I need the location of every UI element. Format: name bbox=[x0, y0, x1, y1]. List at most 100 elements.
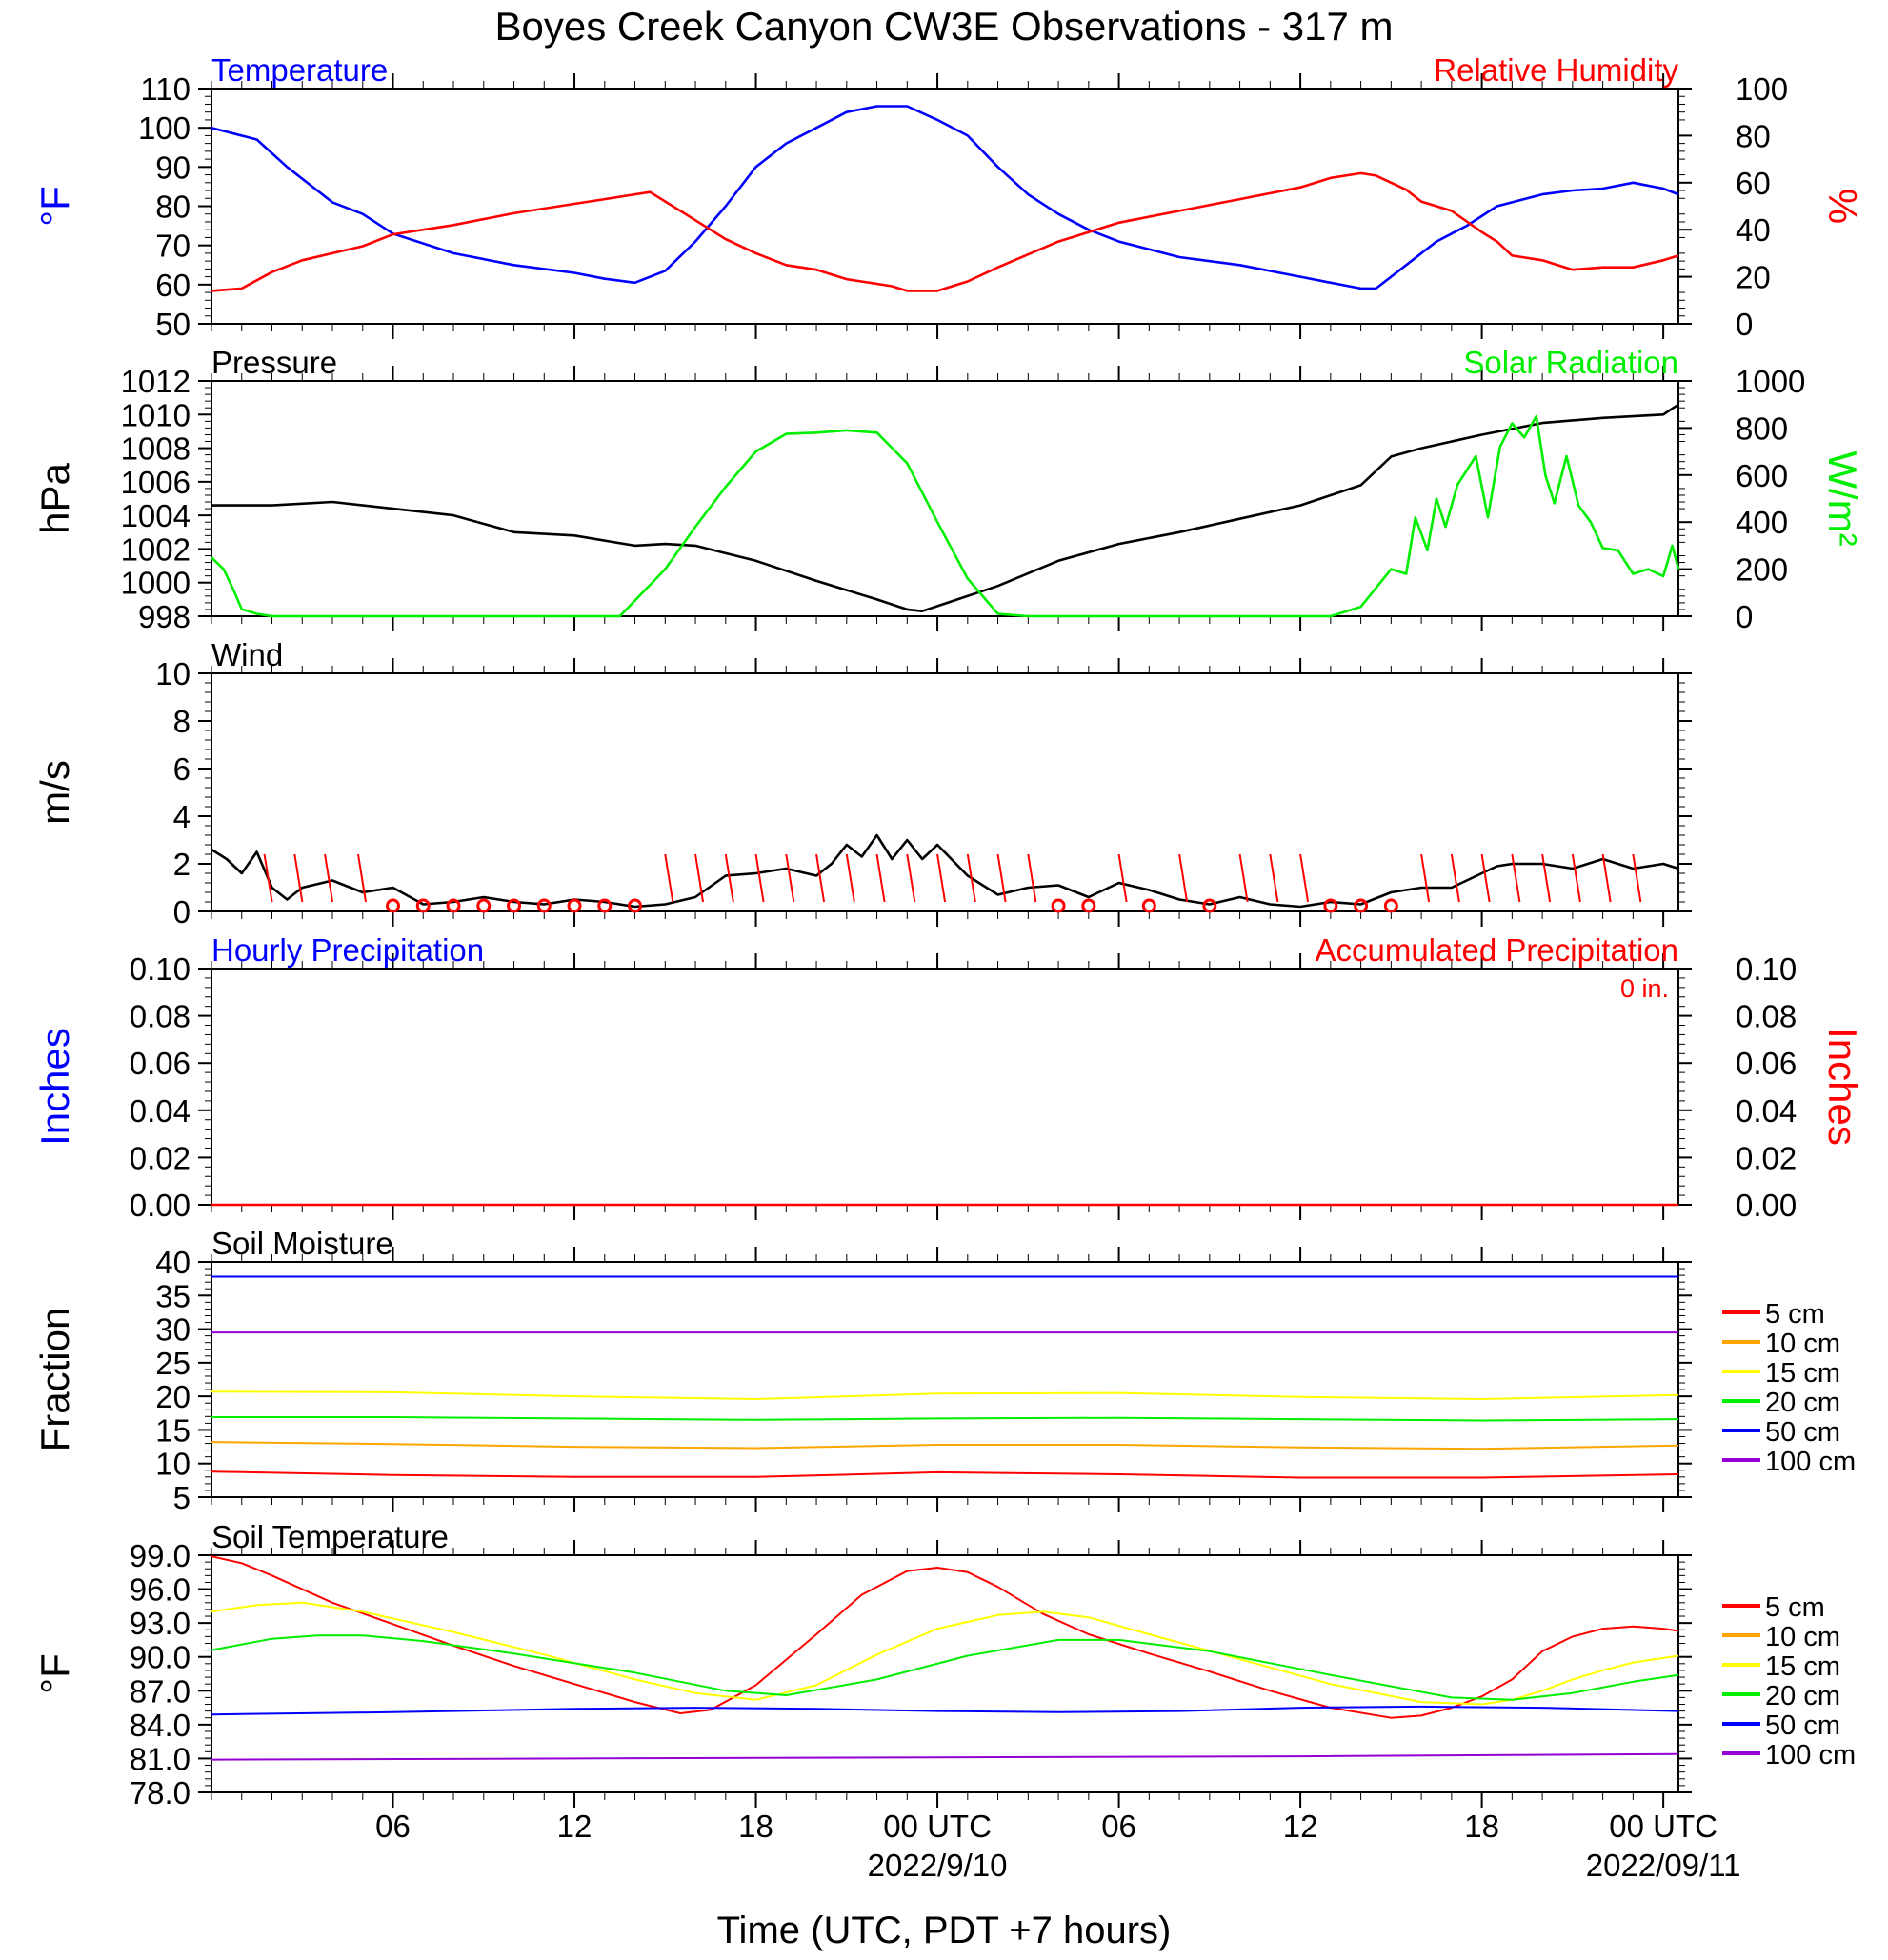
panel-title: Soil Temperature bbox=[211, 1519, 449, 1554]
y-tick-label-left: 40 bbox=[155, 1245, 191, 1280]
y-tick-label-left: 2 bbox=[173, 847, 191, 882]
x-tick-label: 00 UTC bbox=[1609, 1809, 1717, 1844]
y-tick-label-right: 0 bbox=[1736, 599, 1753, 634]
wind-barb bbox=[1541, 853, 1552, 903]
y-tick-label-left: 0.04 bbox=[130, 1093, 191, 1129]
series-line-100-cm bbox=[211, 1752, 1679, 1761]
wind-barb bbox=[1571, 853, 1581, 903]
y-tick-label-left: 0.06 bbox=[130, 1046, 191, 1081]
y-tick-label-left: 10 bbox=[155, 1447, 191, 1482]
y-tick-label-left: 80 bbox=[155, 190, 191, 225]
wind-barb bbox=[996, 853, 1007, 903]
y-tick-label-right: 1000 bbox=[1736, 364, 1805, 399]
y-tick-label-left: 10 bbox=[155, 656, 191, 691]
y-tick-label-left: 1012 bbox=[121, 364, 191, 399]
y-axis-label-left: hPa bbox=[32, 462, 77, 533]
y-tick-label-right: 0.08 bbox=[1736, 999, 1797, 1034]
series-line-temperature bbox=[211, 105, 1679, 290]
wind-calm-marker bbox=[1202, 898, 1217, 913]
y-tick-label-right: 0.06 bbox=[1736, 1046, 1797, 1081]
y-axis-label-right: % bbox=[1820, 189, 1865, 224]
series-line-relative-humidity bbox=[211, 171, 1679, 292]
x-tick-label: 12 bbox=[557, 1809, 593, 1844]
wind-barb bbox=[1117, 853, 1128, 903]
y-tick-label-right: 0.02 bbox=[1736, 1140, 1797, 1175]
panel-title: Soil Moisture bbox=[211, 1226, 393, 1261]
wind-barb bbox=[785, 853, 795, 903]
y-tick-label-right: 800 bbox=[1736, 410, 1788, 446]
y-tick-label-left: 93.0 bbox=[130, 1606, 191, 1641]
y-tick-label-left: 110 bbox=[140, 71, 191, 107]
y-tick-label-left: 0 bbox=[173, 894, 191, 930]
panel-title: Wind bbox=[211, 637, 283, 672]
panel-2: 9981000100210041006100810101012020040060… bbox=[32, 345, 1865, 634]
legend-label: 100 cm bbox=[1765, 1447, 1856, 1477]
series-line-5-cm bbox=[211, 1470, 1679, 1479]
y-axis-label-left: °F bbox=[32, 186, 77, 226]
series-line-solar-radiation bbox=[211, 414, 1680, 618]
panel-title-left: Hourly Precipitation bbox=[211, 932, 484, 968]
wind-barb bbox=[1178, 853, 1189, 903]
y-tick-label-left: 0.00 bbox=[130, 1188, 191, 1223]
wind-calm-marker bbox=[446, 898, 461, 913]
series-line-20-cm bbox=[211, 1416, 1679, 1422]
y-tick-label-left: 1006 bbox=[121, 465, 191, 500]
wind-barb bbox=[293, 853, 304, 903]
y-tick-label-right: 0 bbox=[1736, 307, 1753, 342]
panel-title-right: Accumulated Precipitation bbox=[1315, 932, 1678, 968]
y-tick-label-left: 60 bbox=[155, 268, 191, 303]
panel-title-right: Relative Humidity bbox=[1434, 52, 1678, 88]
y-tick-label-left: 0.10 bbox=[130, 951, 191, 987]
wind-calm-marker bbox=[597, 898, 613, 913]
wind-calm-marker bbox=[476, 898, 492, 913]
y-tick-label-left: 4 bbox=[173, 799, 191, 834]
legend-label: 50 cm bbox=[1765, 1710, 1840, 1741]
y-tick-label-left: 1008 bbox=[121, 431, 191, 467]
y-tick-label-left: 87.0 bbox=[130, 1673, 191, 1709]
y-tick-label-left: 30 bbox=[155, 1312, 191, 1348]
panel-6: 78.081.084.087.090.093.096.099.0 Soil Tem… bbox=[32, 1519, 1856, 1810]
wind-barb bbox=[1450, 853, 1460, 903]
wind-barb bbox=[875, 853, 886, 903]
y-tick-label-left: 90 bbox=[155, 150, 191, 185]
y-tick-label-left: 0.08 bbox=[130, 999, 191, 1034]
y-tick-label-right: 0.10 bbox=[1736, 951, 1797, 987]
y-axis-label-left: m/s bbox=[32, 760, 77, 825]
series-line-50-cm bbox=[211, 1705, 1679, 1716]
series-line-5-cm bbox=[211, 1555, 1679, 1719]
wind-calm-marker bbox=[1383, 898, 1398, 913]
legend-label: 5 cm bbox=[1765, 1299, 1825, 1330]
y-tick-label-left: 20 bbox=[155, 1379, 191, 1414]
legend-label: 10 cm bbox=[1765, 1622, 1840, 1652]
legend-label: 50 cm bbox=[1765, 1417, 1840, 1448]
y-axis-label-left: °F bbox=[32, 1653, 77, 1693]
y-tick-label-left: 8 bbox=[173, 704, 191, 739]
y-tick-label-right: 0.04 bbox=[1736, 1093, 1797, 1129]
wind-calm-marker bbox=[1323, 898, 1338, 913]
wind-barb bbox=[1632, 853, 1642, 903]
wind-calm-marker bbox=[1141, 898, 1156, 913]
x-date-label: 2022/9/10 bbox=[868, 1848, 1008, 1883]
x-tick-label: 00 UTC bbox=[883, 1809, 992, 1844]
wind-calm-marker bbox=[1051, 898, 1066, 913]
panel-title-right: Solar Radiation bbox=[1463, 345, 1678, 380]
y-tick-label-left: 25 bbox=[155, 1346, 191, 1381]
wind-barb bbox=[815, 853, 826, 903]
y-tick-label-left: 100 bbox=[138, 110, 191, 146]
x-tick-label: 18 bbox=[1464, 1809, 1499, 1844]
x-date-label: 2022/09/11 bbox=[1586, 1848, 1741, 1883]
wind-barb bbox=[1269, 853, 1279, 903]
wind-calm-marker bbox=[567, 898, 582, 913]
legend-label: 20 cm bbox=[1765, 1681, 1840, 1711]
y-tick-label-left: 998 bbox=[138, 599, 191, 634]
legend-label: 10 cm bbox=[1765, 1329, 1840, 1359]
y-tick-label-left: 99.0 bbox=[130, 1538, 191, 1573]
wind-calm-marker bbox=[536, 898, 552, 913]
series-line-pressure bbox=[211, 403, 1679, 613]
series-line-wind-speed bbox=[211, 833, 1679, 909]
x-tick-label: 12 bbox=[1283, 1809, 1318, 1844]
wind-barb bbox=[1027, 853, 1037, 903]
wind-barb bbox=[324, 853, 334, 903]
